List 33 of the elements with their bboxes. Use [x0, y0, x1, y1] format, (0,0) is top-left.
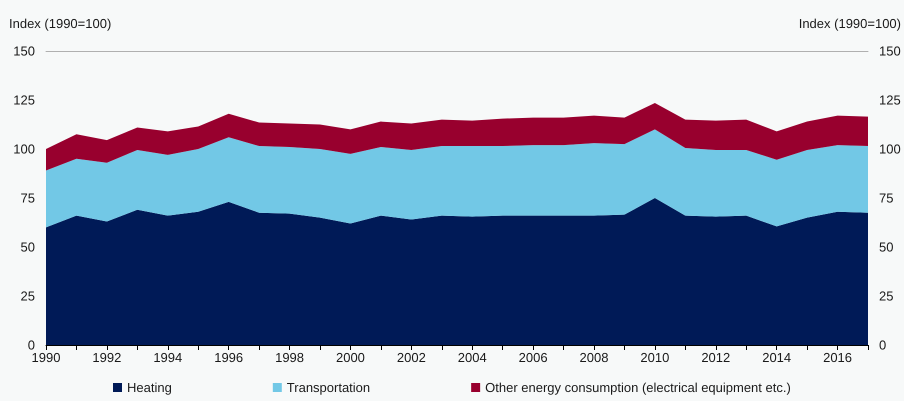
x-tick-label: 2008 — [580, 350, 608, 365]
y2-tick-label: 100 — [879, 142, 901, 156]
y2-tick-label: 0 — [879, 338, 886, 352]
x-tick-label: 2004 — [458, 350, 487, 365]
x-tick-label: 2014 — [762, 350, 792, 365]
y-tick-label: 150 — [13, 44, 35, 58]
x-tick-label: 1994 — [153, 350, 182, 365]
y-tick-label: 25 — [20, 288, 35, 304]
x-tick-label: 2000 — [336, 350, 365, 365]
x-tick-label: 1990 — [32, 350, 60, 365]
y-axis-title: Index (1990=100) — [9, 16, 112, 31]
y2-axis-title: Index (1990=100) — [798, 16, 901, 31]
y2-tick-label: 75 — [879, 190, 894, 206]
y-tick-label: 0 — [28, 338, 35, 352]
y2-tick-label: 25 — [879, 288, 894, 304]
legend-label: Transportation — [286, 380, 370, 395]
x-tick-label: 2012 — [701, 350, 730, 365]
x-tick-label: 2010 — [640, 350, 670, 365]
x-tick-label: 1992 — [92, 350, 122, 365]
x-tick-label: 2006 — [518, 350, 548, 365]
x-tick-label: 1996 — [214, 350, 244, 365]
y2-tick-label: 125 — [879, 92, 901, 108]
y-tick-label: 100 — [13, 142, 35, 156]
x-tick-label: 2016 — [823, 350, 852, 365]
x-tick-label: 2002 — [396, 350, 426, 365]
y2-tick-label: 50 — [879, 240, 894, 254]
y2-tick-label: 150 — [879, 44, 901, 58]
y-tick-label: 50 — [20, 240, 35, 254]
x-tick-label: 1998 — [275, 350, 304, 365]
legend-label: Other energy consumption (electrical equipment etc.) — [485, 380, 791, 395]
legend-label: Heating — [127, 380, 172, 395]
y-tick-label: 75 — [20, 190, 35, 206]
y-tick-label: 125 — [13, 92, 35, 108]
